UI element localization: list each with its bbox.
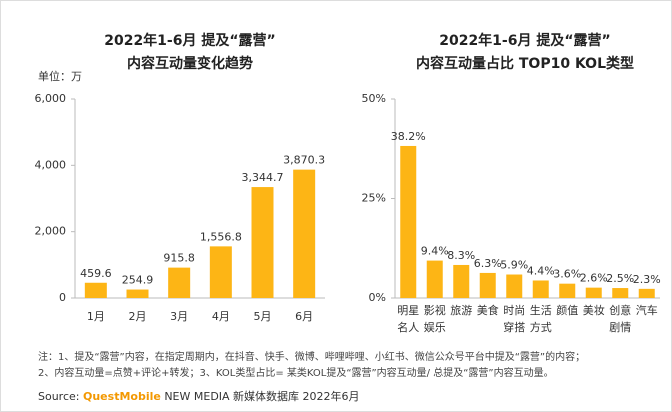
x-tick-label: 美妆 [582,304,605,317]
bar [126,289,149,298]
bar [251,187,274,298]
note: 注：1、提及“露营”内容，在指定周期内，在抖音、快手、微博、哔哩哔哩、小红书、微… [38,352,586,363]
value-label: 2.3% [633,273,661,286]
value-label: 3.6% [553,268,581,281]
x-tick-label: 汽车 [635,304,658,317]
y-tick-label: 2,000 [35,225,67,238]
bar [585,287,602,298]
value-label: 4.4% [527,264,555,277]
value-label: 5.9% [500,259,528,272]
x-tick-label: 1月 [87,310,105,323]
x-tick-label: 时尚穿搭 [503,304,526,334]
y-tick-label: 4,000 [35,158,67,171]
x-tick-label: 生活方式 [529,304,552,334]
value-label: 459.6 [80,267,112,280]
x-tick-label: 3月 [170,310,188,323]
value-label: 1,556.8 [200,230,242,243]
value-label: 8.3% [447,249,475,262]
value-label: 915.8 [163,252,195,265]
value-label: 3,344.7 [242,171,284,184]
value-label: 6.3% [474,257,502,270]
x-tick-label: 颜值 [556,304,579,317]
x-tick-label: 影视娱乐 [423,304,446,334]
bar [84,282,107,298]
bar [426,260,443,298]
y-tick-label: 6,000 [35,92,67,105]
chart-subtitle: 内容互动量变化趋势 [127,55,253,72]
y-tick-label: 0 [59,291,66,304]
x-tick-label: 5月 [254,310,272,323]
source: Source: QuestMobile NEW MEDIA 新媒体数据库 202… [38,388,360,404]
y-tick-label: 50% [362,92,386,105]
x-tick-label: 6月 [295,310,313,323]
bar [479,272,496,298]
value-label: 254.9 [122,274,154,287]
chart-subtitle: 内容互动量占比 TOP10 KOL类型 [416,55,634,72]
x-tick-label: 美食 [476,304,499,317]
value-label: 2.6% [580,272,608,285]
chart-title: 2022年1-6月 提及“露营” [439,32,611,49]
note: 2、内容互动量=点赞+评论+转发；3、KOL类型占比= 某类KOL提及“露营”内… [38,368,554,379]
unit-label: 单位：万 [38,69,82,83]
source-label: Source: [38,390,80,403]
chart-title: 2022年1-6月 提及“露营” [104,32,276,49]
bar [400,145,417,298]
x-tick-label: 创意剧情 [609,304,632,334]
y-tick-label: 25% [362,192,386,205]
bar [506,274,523,298]
bar [532,280,549,298]
x-tick-label: 2月 [129,310,147,323]
bar [293,169,316,298]
bar [453,264,470,298]
bar [559,283,576,298]
source-brand: QuestMobile [83,390,161,403]
bar [209,246,232,298]
value-label: 38.2% [391,130,426,143]
bar [638,288,655,298]
value-label: 2.5% [606,272,634,285]
bar [168,267,191,298]
value-label: 9.4% [421,245,449,258]
value-label: 3,870.3 [283,154,325,167]
source-text: NEW MEDIA 新媒体数据库 2022年6月 [164,390,360,403]
y-tick-label: 0% [369,291,386,304]
x-tick-label: 4月 [212,310,230,323]
x-tick-label: 明星名人 [397,304,420,334]
bar [612,288,629,298]
x-tick-label: 旅游 [450,304,473,317]
